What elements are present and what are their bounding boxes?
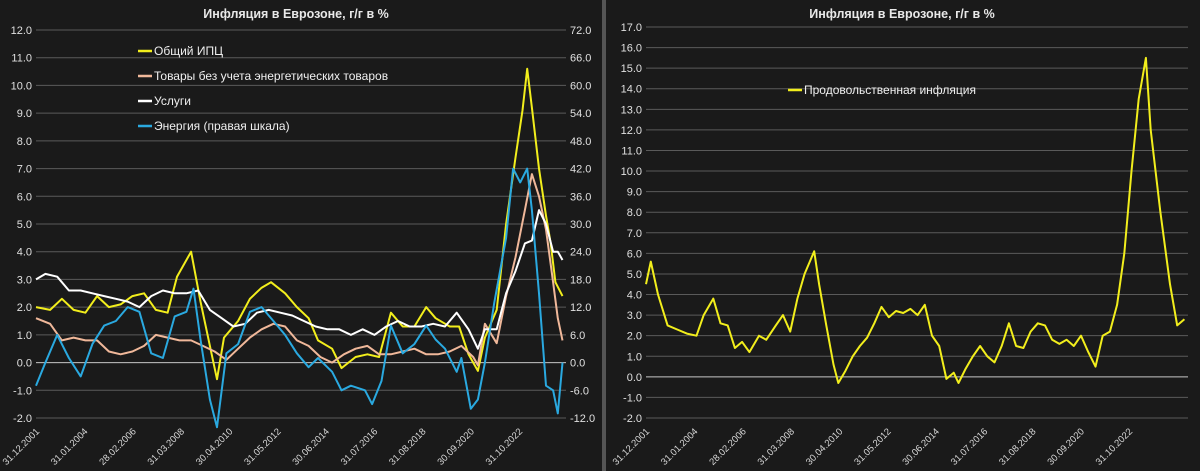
y-tick-label: 6.0 (627, 248, 642, 260)
y-tick-label: 5.0 (627, 269, 642, 281)
y-tick-label: 0.0 (17, 358, 32, 370)
right-chart-svg: Инфляция в Еврозоне, г/г в % -2.0 -1.0 0.0 1… (611, 7, 1188, 468)
y-tick-label: 11.0 (11, 53, 32, 65)
series-line-2 (35, 209, 564, 350)
y2-tick-label: 18.0 (570, 274, 591, 286)
y-tick-label: -1.0 (623, 392, 642, 404)
x-tick-label: 28.02.2006 (97, 426, 138, 467)
left-chart-svg: Инфляция в Еврозоне, г/г в % -2.0 -1.0 0.0 1… (1, 7, 595, 468)
y-tick-label: 3.0 (17, 274, 32, 286)
y-tick-label: 2.0 (17, 302, 32, 314)
y-tick-label: 12.0 (621, 125, 642, 137)
legend-label-0: Общий ИПЦ (154, 44, 223, 58)
legend-label-1: Товары без учета энергетических товаров (154, 69, 388, 83)
y-tick-label: 1.0 (17, 330, 32, 342)
y2-tick-label: 24.0 (570, 247, 591, 259)
y2-tick-label: -12.0 (570, 413, 595, 425)
y-tick-label: 8.0 (17, 136, 32, 148)
x-tick-label: 31.10.2022 (1094, 426, 1135, 467)
y-tick-label: -2.0 (13, 413, 32, 425)
y-tick-label: 8.0 (627, 207, 642, 219)
y-tick-label: 6.0 (17, 191, 32, 203)
y2-tick-label: 60.0 (570, 80, 591, 92)
y-tick-label: 10.0 (11, 80, 32, 92)
x-tick-label: 28.02.2006 (707, 426, 748, 467)
x-tick-label: 31.07.2016 (339, 426, 380, 467)
x-tick-label: 31.03.2008 (756, 426, 797, 467)
y2-tick-label: -6.0 (570, 385, 589, 397)
y-tick-label: 13.0 (621, 104, 642, 116)
chart-title: Инфляция в Еврозоне, г/г в % (809, 7, 994, 21)
x-tick-label: 30.04.2010 (194, 426, 235, 467)
y2-tick-label: 12.0 (570, 302, 591, 314)
y-tick-label: -1.0 (13, 385, 32, 397)
x-tick-label: 30.06.2014 (901, 426, 942, 467)
y-tick-label: 7.0 (627, 228, 642, 240)
y-tick-label: 4.0 (627, 290, 642, 302)
x-tick-label: 30.09.2020 (1045, 426, 1086, 467)
x-tick-label: 30.06.2014 (291, 426, 332, 467)
series-line-3 (35, 167, 564, 429)
x-tick-label: 31.01.2004 (49, 426, 90, 467)
x-tick-label: 31.12.2001 (1, 426, 42, 467)
y2-tick-label: 0.0 (570, 358, 585, 370)
y-tick-label: 9.0 (627, 187, 642, 199)
legend-label-3: Энергия (правая шкала) (154, 119, 290, 133)
y-tick-label: 2.0 (627, 331, 642, 343)
x-tick-label: 31.08.2018 (387, 426, 428, 467)
x-tick-label: 30.04.2010 (804, 426, 845, 467)
legend-label-0: Продовольственная инфляция (804, 83, 976, 97)
x-tick-label: 31.08.2018 (997, 426, 1038, 467)
y-tick-label: 1.0 (627, 351, 642, 363)
x-tick-label: 30.09.2020 (435, 426, 476, 467)
panel-divider (602, 0, 606, 471)
chart-title: Инфляция в Еврозоне, г/г в % (203, 7, 388, 21)
y2-tick-label: 36.0 (570, 191, 591, 203)
y-tick-label: 9.0 (17, 108, 32, 120)
y2-tick-label: 30.0 (570, 219, 591, 231)
x-tick-label: 31.07.2016 (949, 426, 990, 467)
x-tick-label: 31.05.2012 (852, 426, 893, 467)
y2-tick-label: 6.0 (570, 330, 585, 342)
y2-tick-label: 72.0 (570, 25, 591, 37)
x-tick-label: 31.10.2022 (484, 426, 525, 467)
y-tick-label: 10.0 (621, 166, 642, 178)
y-tick-label: 4.0 (17, 247, 32, 259)
x-tick-label: 31.01.2004 (659, 426, 700, 467)
x-tick-label: 31.03.2008 (146, 426, 187, 467)
y-tick-label: 7.0 (17, 164, 32, 176)
y-tick-label: -2.0 (623, 413, 642, 425)
y-tick-label: 11.0 (621, 145, 642, 157)
y-tick-label: 5.0 (17, 219, 32, 231)
y2-tick-label: 66.0 (570, 53, 591, 65)
legend-label-2: Услуги (154, 94, 191, 108)
y-tick-label: 0.0 (627, 372, 642, 384)
right-chart-panel: Инфляция в Еврозоне, г/г в % -2.0 -1.0 0.0 1… (606, 0, 1200, 471)
left-chart-panel: Инфляция в Еврозоне, г/г в % -2.0 -1.0 0.0 1… (0, 7, 596, 468)
y-tick-label: 17.0 (621, 22, 642, 34)
y-tick-label: 14.0 (621, 84, 642, 96)
x-tick-label: 31.05.2012 (242, 426, 283, 467)
series-line-0 (645, 56, 1186, 384)
y-tick-label: 15.0 (621, 63, 642, 75)
y2-tick-label: 42.0 (570, 164, 591, 176)
y2-tick-label: 48.0 (570, 136, 591, 148)
series-line-1 (35, 173, 564, 367)
x-tick-label: 31.12.2001 (611, 426, 652, 467)
y-tick-label: 12.0 (11, 25, 32, 37)
y-tick-label: 16.0 (621, 43, 642, 55)
y2-tick-label: 54.0 (570, 108, 591, 120)
y-tick-label: 3.0 (627, 310, 642, 322)
